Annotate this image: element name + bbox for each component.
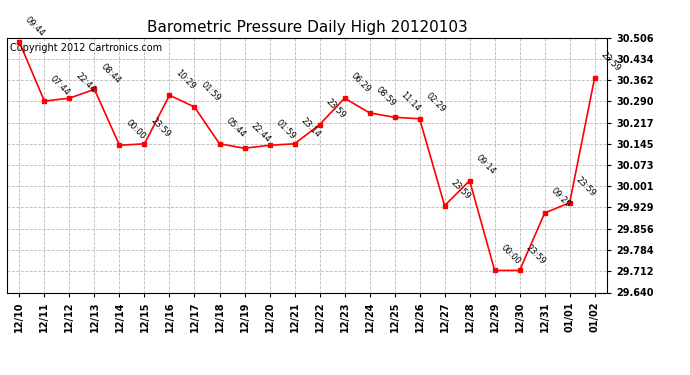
Text: 08:44: 08:44 <box>99 62 122 85</box>
Text: 09:44: 09:44 <box>23 15 47 38</box>
Text: Copyright 2012 Cartronics.com: Copyright 2012 Cartronics.com <box>10 43 162 52</box>
Text: 05:44: 05:44 <box>224 117 247 140</box>
Text: 02:29: 02:29 <box>424 92 447 115</box>
Text: 23:59: 23:59 <box>524 243 547 266</box>
Text: 23:59: 23:59 <box>599 50 622 74</box>
Text: 22:44: 22:44 <box>248 121 272 144</box>
Text: 23:59: 23:59 <box>448 178 472 201</box>
Title: Barometric Pressure Daily High 20120103: Barometric Pressure Daily High 20120103 <box>147 20 467 35</box>
Text: 23:59: 23:59 <box>574 175 597 198</box>
Text: 09:29: 09:29 <box>549 186 572 209</box>
Text: 06:29: 06:29 <box>348 71 372 94</box>
Text: 09:14: 09:14 <box>474 153 497 177</box>
Text: 07:44: 07:44 <box>48 74 72 97</box>
Text: 23:59: 23:59 <box>148 116 172 140</box>
Text: 00:00: 00:00 <box>124 118 147 141</box>
Text: 01:59: 01:59 <box>274 118 297 141</box>
Text: 00:00: 00:00 <box>499 243 522 266</box>
Text: 10:29: 10:29 <box>174 68 197 91</box>
Text: 23:14: 23:14 <box>299 116 322 140</box>
Text: 01:59: 01:59 <box>199 80 221 103</box>
Text: 23:59: 23:59 <box>324 97 347 120</box>
Text: 11:14: 11:14 <box>399 90 422 113</box>
Text: 22:44: 22:44 <box>74 71 97 94</box>
Text: 08:59: 08:59 <box>374 86 397 109</box>
